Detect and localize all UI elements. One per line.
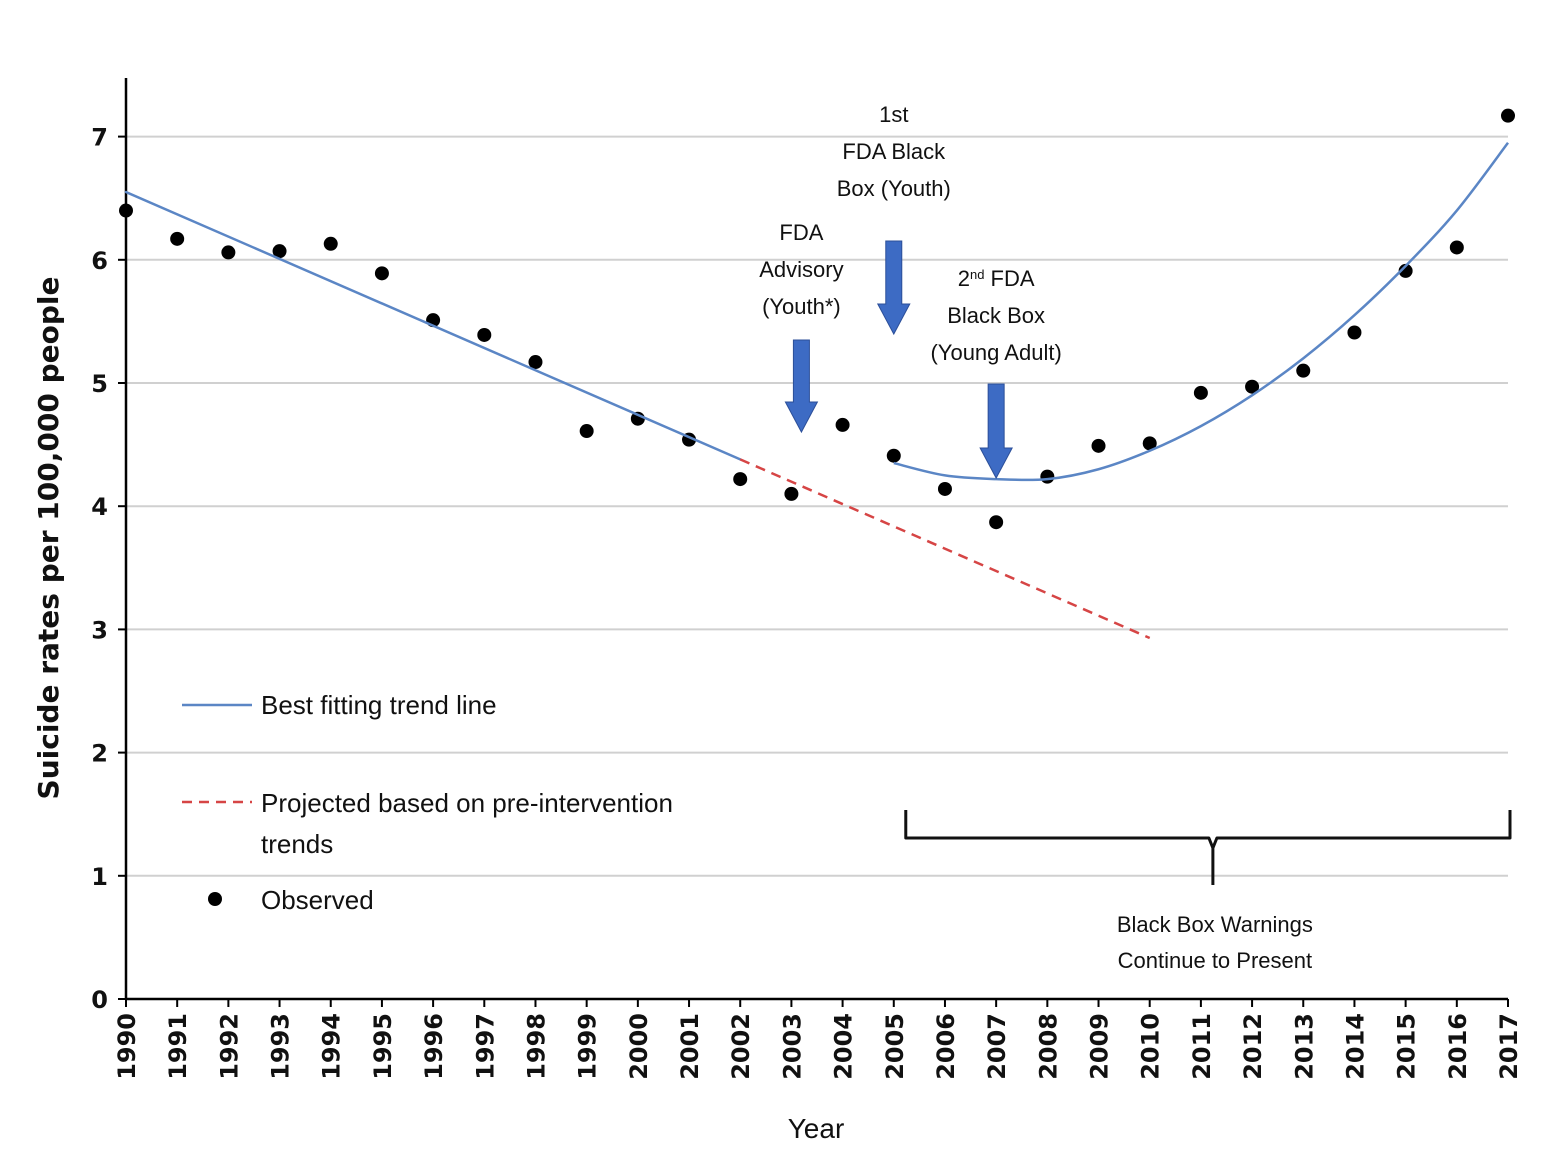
x-tick-label: 2003 <box>778 1013 806 1080</box>
x-tick-label: 2002 <box>727 1013 755 1080</box>
observed-point <box>1501 108 1515 123</box>
observed-point <box>221 245 236 260</box>
observed-point <box>1449 240 1464 255</box>
observed-point <box>886 448 901 463</box>
projected-line <box>739 458 1151 640</box>
trend-line-linear <box>124 190 742 461</box>
observed-point <box>477 327 492 342</box>
down-arrow-icon <box>876 240 911 336</box>
x-tick-label: 1994 <box>318 1013 346 1080</box>
annotation-text: FDA <box>779 220 823 245</box>
observed-point <box>1142 436 1157 451</box>
x-tick-label: 2016 <box>1444 1013 1472 1080</box>
x-tick-label: 2006 <box>932 1013 960 1080</box>
observed-point <box>170 231 185 246</box>
observed-point <box>989 515 1004 530</box>
observed-point <box>374 266 389 281</box>
x-tick-label: 2001 <box>676 1013 704 1080</box>
observed-point <box>733 472 748 487</box>
x-tick-label: 2010 <box>1137 1013 1165 1080</box>
brace-bracket <box>904 810 1512 885</box>
x-tick-label: 1997 <box>471 1013 499 1080</box>
legend-label-observed: Observed <box>261 885 374 915</box>
observed-point <box>119 203 133 218</box>
annotation-text: Box (Youth) <box>837 176 951 201</box>
observed-point <box>1091 438 1106 453</box>
y-tick-label: 7 <box>91 124 108 152</box>
x-tick-label: 2000 <box>625 1013 653 1080</box>
x-tick-label: 2012 <box>1239 1013 1267 1080</box>
observed-point <box>784 486 799 501</box>
observed-point <box>1398 263 1413 278</box>
annotation-text: (Young Adult) <box>930 340 1061 365</box>
annotation-text: (Youth*) <box>762 294 841 319</box>
trend-line-curve <box>893 142 1509 482</box>
x-tick-label: 2015 <box>1393 1013 1421 1080</box>
annotation-text: Advisory <box>759 257 843 282</box>
legend: Best fitting trend line Projected based o… <box>182 690 673 915</box>
y-tick-label: 4 <box>91 493 108 521</box>
x-tick-label: 1991 <box>164 1013 192 1080</box>
x-tick-label: 1992 <box>215 1013 243 1080</box>
observed-point <box>1040 469 1055 484</box>
x-tick-label: 1996 <box>420 1013 448 1080</box>
x-tick-label: 2009 <box>1086 1013 1114 1080</box>
y-axis-title: Suicide rates per 100,000 people <box>32 277 65 800</box>
x-tick-label: 1990 <box>113 1013 141 1080</box>
x-tick-labels: 1990 1991 1992 1993 1994 1995 1996 1997 1998 1999… <box>113 1013 1523 1080</box>
grid-layer <box>126 135 1508 877</box>
observed-point <box>1245 379 1260 394</box>
y-tick-label: 0 <box>91 986 108 1014</box>
x-tick-label: 2004 <box>830 1013 858 1080</box>
y-tick-label: 1 <box>91 863 108 891</box>
annotation-text: Black Box <box>947 303 1045 328</box>
y-tick-label: 5 <box>91 370 108 398</box>
observed-point <box>937 481 952 496</box>
x-tick-label: 2005 <box>881 1013 909 1080</box>
legend-label-projected-2: trends <box>261 829 333 859</box>
x-tick-label: 1998 <box>522 1013 550 1080</box>
y-tick-label: 6 <box>91 247 108 275</box>
y-tick-labels: 0 1 2 3 4 5 6 7 <box>91 124 108 1014</box>
x-tick-label: 2014 <box>1341 1013 1369 1080</box>
brace-label: Black Box Warnings <box>1117 912 1313 937</box>
annotation-text: 1st <box>879 102 908 127</box>
x-tick-label: 2013 <box>1290 1013 1318 1080</box>
x-tick-label: 1993 <box>267 1013 295 1080</box>
down-arrow-icon <box>784 339 819 434</box>
legend-label-trend: Best fitting trend line <box>261 690 497 720</box>
annotation-text: FDA Black <box>842 139 946 164</box>
brace-label: Continue to Present <box>1118 948 1312 973</box>
legend-label-projected: Projected based on pre-intervention <box>261 788 673 818</box>
x-tick-label: 2008 <box>1034 1013 1062 1080</box>
observed-point <box>1347 325 1362 340</box>
down-arrow-icon <box>979 383 1013 480</box>
x-tick-label: 1995 <box>369 1013 397 1080</box>
annotation-text: 2nd FDA <box>958 266 1035 291</box>
annotations-layer: FDA Advisory (Youth*) 1st FDA Black Box (Yout… <box>759 102 1512 973</box>
observed-point <box>579 424 594 439</box>
observed-point <box>272 244 287 259</box>
x-tick-label: 2011 <box>1188 1013 1216 1080</box>
x-tick-label: 2017 <box>1495 1013 1523 1080</box>
x-tick-label: 2007 <box>983 1013 1011 1080</box>
observed-point <box>1193 385 1208 400</box>
x-tick-label: 1999 <box>574 1013 602 1080</box>
observed-point <box>528 355 543 370</box>
x-axis-title: Year <box>788 1113 845 1144</box>
series-layer <box>119 108 1515 640</box>
y-tick-label: 2 <box>91 740 108 768</box>
observed-point <box>1296 363 1311 378</box>
legend-swatch-dot <box>208 892 222 906</box>
observed-point <box>835 417 850 432</box>
axes-layer <box>118 78 1509 1007</box>
observed-point <box>323 236 338 251</box>
y-tick-label: 3 <box>91 616 108 644</box>
